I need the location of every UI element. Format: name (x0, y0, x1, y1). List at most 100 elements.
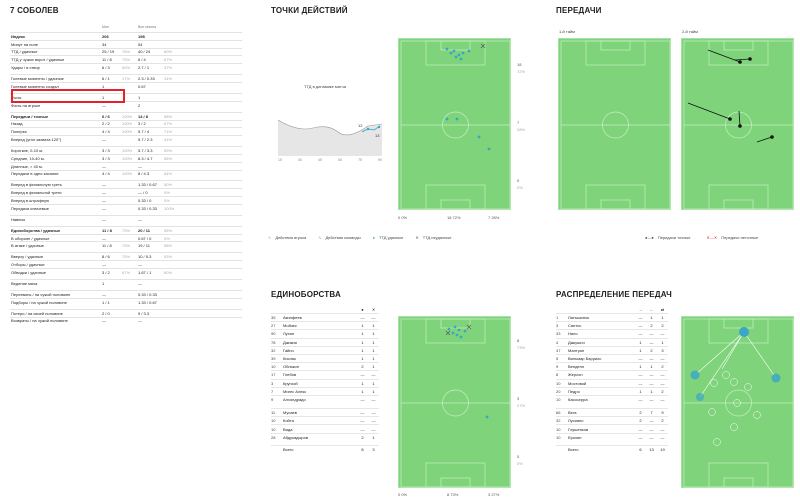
player-title: 7 СОБОЛЕВ (10, 6, 59, 15)
duels-num: 3 (271, 380, 274, 386)
stat-v3: 2.7 / 1 (138, 65, 150, 71)
distribution-row: 4 Джкушич 1 — 1 (556, 337, 668, 346)
stat-v1: — (102, 182, 106, 188)
distribution-row: 10 Ерохин — — — (556, 432, 668, 441)
distribution-name: Джкушич (568, 339, 585, 345)
stat-v3: — (138, 216, 142, 222)
stat-p2: 56% (164, 155, 173, 161)
distribution-header: → ← ⇄ (556, 306, 668, 313)
distribution-row: 66 Вега 2 7 9 (556, 408, 668, 416)
stat-p2: 58% (164, 243, 173, 249)
stat-row: Передачи ключевые — 0.33 / 0.33 100% (10, 203, 242, 212)
distribution-name: Ерохин (568, 434, 582, 440)
distribution-pitch (681, 316, 794, 488)
duels-b: — (371, 315, 376, 321)
stat-v1: 11 / 8 (102, 243, 112, 249)
actions-legend: ∿ Действия игрока ∿ Действия команды ● Т… (268, 235, 452, 240)
distribution-row: 1 Латышонок — 1 1 (556, 313, 668, 321)
stat-row: Короткие, 0-10 м. 3 / 3 100% 5.7 / 3.3 59% (10, 146, 242, 154)
stat-p2: 37% (164, 65, 173, 71)
stat-row: Назад 2 / 2 100% 3 / 2 67% (10, 119, 242, 128)
duels-a: 2 (361, 434, 364, 440)
duels-name: Мойзес (283, 323, 297, 329)
distribution-name: Вега (568, 410, 577, 416)
stat-v3: 40 / 24 (138, 49, 151, 55)
stats-header: Мин Все сезона (102, 25, 157, 29)
duels-row: 35 Акинфеев — — (271, 313, 379, 321)
stat-v1: — (102, 318, 106, 324)
distribution-b: — (649, 426, 654, 432)
distribution-b: 7 (650, 410, 653, 416)
duels-row: 78 Джикия 1 1 (271, 337, 379, 346)
distribution-a: 1 (639, 339, 642, 345)
stat-v1: — (102, 197, 106, 203)
duels-a: 1 (361, 356, 364, 362)
stat-v1: 11 / 8 (102, 57, 112, 63)
distribution-c: — (660, 331, 665, 337)
stat-v3: 1.33 / 0.67 (138, 299, 157, 305)
pass-forward-icon: → (638, 307, 643, 312)
passes-title: ПЕРЕДАЧИ (556, 6, 602, 15)
stat-v3: 1 (138, 94, 141, 100)
distribution-c: — (660, 356, 665, 362)
passes-pitch-half1 (558, 38, 671, 210)
duels-num: 7 (271, 388, 274, 394)
stat-label: Средние, 10-40 м. (11, 155, 45, 161)
distribution-c: 2 (661, 388, 664, 394)
stat-p1: 100% (122, 129, 133, 135)
stat-v1: 3 / 2 (102, 269, 110, 275)
duels-num: 32 (271, 347, 276, 353)
stat-p2: 41% (164, 137, 173, 143)
distribution-name: Кассьерра (568, 396, 588, 402)
distribution-name: Латышонок (568, 315, 590, 321)
distribution-b: 2 (650, 323, 653, 329)
duels-table: ● ✕ 35 Акинфеев — —27 Мойзес 1 1 90 Лухин 1 1 78 Джи… (271, 306, 379, 453)
distribution-b: — (649, 434, 654, 440)
stat-label: Индекс (11, 33, 26, 39)
stat-v1: — (102, 137, 106, 143)
duels-a: — (360, 396, 365, 402)
stat-v1: 34 (102, 41, 107, 47)
duels-num: 11 (271, 410, 276, 416)
stat-label: Вверху / удачные (11, 254, 44, 260)
stat-row: В атаке / удачные 11 / 8 73% 19 / 11 58% (10, 241, 242, 249)
half2-label: 2-й тайм (682, 29, 698, 34)
duels-num: 39 (271, 356, 276, 362)
stat-row: Передачи в одно касание 4 / 4 100% 8 / 4.3 5… (10, 169, 242, 178)
stat-v1: 8 / 6 (102, 254, 110, 260)
stat-v3: 8.3 / 4.7 (138, 155, 153, 161)
stat-p1: 76% (122, 49, 131, 55)
stat-v1: 4 / 4 (102, 171, 110, 177)
stat-p2: 71% (164, 129, 173, 135)
stat-row: Голевые моменты / удачные 6 / 1 17% 2.3 / 0… (10, 74, 242, 82)
duels-name: Мигес Алекс (283, 388, 307, 394)
duels-row: 27 Мойзес 1 1 (271, 321, 379, 329)
stat-p2: 60% (164, 269, 173, 275)
duels-row: 28 Абдукадыров 2 1 (271, 432, 379, 441)
distribution-row: 9 Венделл 1 1 2 (556, 362, 668, 370)
duels-row: 32 Гайич 1 1 (271, 345, 379, 354)
pass-accurate-icon: ●—● (645, 235, 654, 240)
stat-row: Фолы 1 1 (10, 92, 242, 101)
stat-row: Подборы / на чужой половине 1 / 1 1.33 / 0… (10, 297, 242, 306)
duels-num: 10 (271, 418, 276, 424)
stat-v1: 25 / 19 (102, 49, 115, 55)
stat-v1: — (102, 163, 106, 169)
duels-num: 35 (271, 315, 276, 321)
stat-v3: 8 / 4.3 (138, 171, 150, 177)
stat-label: Удары / в створ (11, 65, 40, 71)
stat-v3: 10 / 5.3 (138, 254, 152, 260)
stat-p2: 0% (164, 197, 170, 203)
stat-v3: 19 / 11 (138, 243, 150, 249)
duels-row: 10 Облякон 2 1 (271, 362, 379, 370)
stat-p2: 55% (164, 227, 173, 233)
stat-row: Вперед в штрафную — 0.33 / 0 0% (10, 196, 242, 204)
stat-v3: — (138, 163, 142, 169)
distribution-c: 3 (661, 347, 664, 353)
stat-v1: 1 (102, 83, 105, 89)
duels-name: Акинфеев (283, 315, 302, 321)
stat-label: Навесы (11, 216, 26, 222)
stat-v3: — (138, 262, 142, 268)
stat-label: Минут на поле (11, 41, 39, 47)
duels-header: ● ✕ (271, 306, 379, 313)
